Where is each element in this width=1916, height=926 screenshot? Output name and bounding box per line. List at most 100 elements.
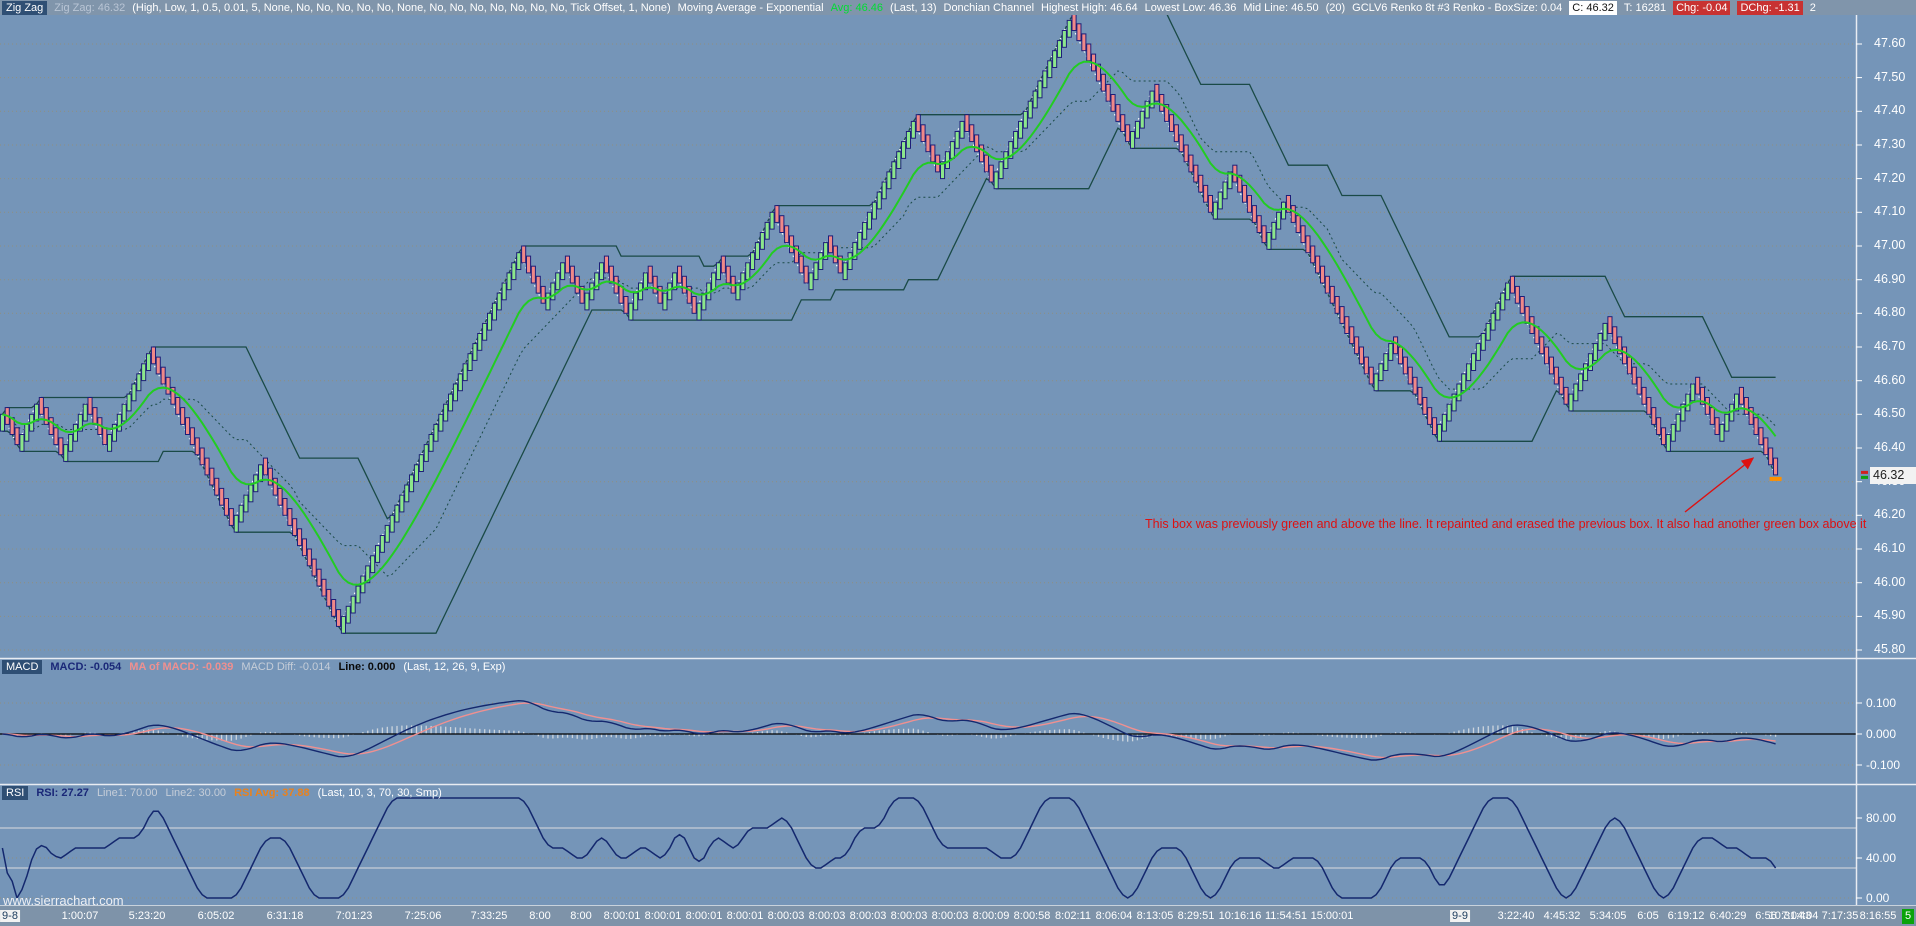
rsi-avg-value: RSI Avg: 37.88 [234,787,310,799]
time-axis-label: 8:00:03 [849,910,887,922]
time-axis-label: 6:56 [1755,910,1777,922]
time-axis-label: 8:13:05 [1136,910,1174,922]
time-axis-label: 8:00:03 [890,910,928,922]
rsi-value: RSI: 27.27 [36,787,89,799]
rsi-axis-label: 80.00 [1866,811,1897,825]
ma-avg-value: Avg: 46.46 [830,1,884,14]
macd-header-bar: MACD MACD: -0.054 MA of MACD: -0.039 MAC… [0,659,505,675]
time-axis-label: 8:29:51 [1177,910,1215,922]
study-zigzag[interactable]: Zig Zag [2,0,48,15]
donchian-highest-high: Highest High: 46.64 [1041,1,1138,14]
rsi-axis-label: 0.00 [1866,891,1890,905]
donchian-period: (20) [1325,1,1346,14]
time-axis-label: 8:06:04 [1095,910,1133,922]
time-axis-label: 8:00:01 [685,910,723,922]
donchian-mid-line: Mid Line: 46.50 [1243,1,1319,14]
price-axis-label: 47.40 [1874,103,1906,117]
macd-params: (Last, 12, 26, 9, Exp) [403,661,506,673]
macd-diff-value: MACD Diff: -0.014 [241,661,331,673]
time-axis-label: 8:00:03 [931,910,969,922]
time-axis-label: 6:40:29 [1709,910,1747,922]
time-axis-label: 8:16:55 [1859,910,1897,922]
time-axis-label: 3:22:40 [1497,910,1535,922]
rsi-header-bar: RSI RSI: 27.27 Line1: 70.00 Line2: 30.00… [0,785,442,801]
time-axis-label: 11:54:51 [1264,910,1308,922]
price-axis-label: 47.00 [1874,238,1906,252]
study-macd[interactable]: MACD [2,660,43,674]
time-axis-label: 7:04:04 [1781,910,1819,922]
time-axis-label: 7:25:06 [404,910,442,922]
macd-value: MACD: -0.054 [50,661,122,673]
time-axis-label: 8:00:03 [808,910,846,922]
study-donchian[interactable]: Donchian Channel [943,1,1035,14]
time-axis-label: 6:31:18 [266,910,304,922]
time-axis-label: 8:00:01 [726,910,764,922]
time-axis-label: 1:00:07 [61,910,99,922]
session-number-chip: 5 [1902,909,1915,924]
donchian-lowest-low: Lowest Low: 46.36 [1144,1,1237,14]
price-axis-label: 46.50 [1874,406,1906,420]
trade-count: T: 16281 [1623,1,1667,14]
price-axis-label: 45.90 [1874,608,1906,622]
macd-line-value: Line: 0.000 [338,661,396,673]
macd-axis-label: 0.000 [1866,727,1897,741]
time-axis-label: 8:00:01 [603,910,641,922]
rsi-line1-value: Line1: 70.00 [96,787,158,799]
studies-header-bar: Zig Zag Zig Zag: 46.32 (High, Low, 1, 0.… [0,0,1916,15]
ma-of-macd-value: MA of MACD: -0.039 [129,661,234,673]
price-axis-label: 46.70 [1874,339,1906,353]
rsi-line2-value: Line2: 30.00 [165,787,227,799]
time-axis-label: 4:45:32 [1543,910,1581,922]
time-axis-label: 9-8 [0,910,20,922]
price-axis-label: 46.40 [1874,440,1906,454]
macd-axis-label: 0.100 [1866,696,1897,710]
time-axis-label: 8:00:03 [767,910,805,922]
time-axis-label: 7:01:23 [335,910,373,922]
time-axis-label: 8:00 [570,910,592,922]
time-axis-label: 8:00:01 [644,910,682,922]
last-close-chip: C: 46.32 [1569,0,1617,15]
price-axis-label: 46.80 [1874,305,1906,319]
time-axis[interactable]: 9-8 1:00:07 5:23:20 6:05:02 6:31:18 7:01:23 7:… [0,905,1916,926]
time-axis-label: 15:00:01 [1310,910,1354,922]
time-axis-label: 9-9 [1450,910,1470,922]
change-chip: Chg: -0.04 [1673,0,1731,15]
price-axis-label: 45.80 [1874,642,1906,656]
header-suffix: 2 [1809,1,1816,14]
time-axis-label: 7:33:25 [470,910,508,922]
price-axis-label: 46.60 [1874,373,1906,387]
time-axis-label: 8:00:58 [1013,910,1051,922]
time-axis-label: 5:23:20 [128,910,166,922]
time-axis-label: 10:31:43 [1768,910,1812,922]
price-axis-label: 46.00 [1874,575,1906,589]
ma-params: (Last, 13) [890,1,937,14]
rsi-params: (Last, 10, 3, 70, 30, Smp) [317,787,442,799]
zigzag-value: Zig Zag: 46.32 [54,1,126,14]
symbol-info: GCLV6 Renko 8t #3 Renko - BoxSize: 0.04 [1352,1,1563,14]
price-axis-label: 47.60 [1874,36,1906,50]
time-axis-label: 6:05:02 [197,910,235,922]
time-axis-label: 6:05 [1637,910,1659,922]
price-axis-label: 47.30 [1874,137,1906,151]
daily-change-chip: DChg: -1.31 [1737,0,1803,15]
time-axis-label: 5:34:05 [1589,910,1627,922]
zigzag-params: (High, Low, 1, 0.5, 0.01, 5, None, No, N… [132,1,671,14]
time-axis-label: 10:16:16 [1218,910,1262,922]
time-axis-label: 6:19:12 [1667,910,1705,922]
time-axis-label: 8:02:11 [1055,910,1091,922]
price-axis-label: 47.20 [1874,171,1906,185]
price-axis-label: 46.10 [1874,541,1906,555]
study-rsi[interactable]: RSI [2,786,29,800]
rsi-axis-label: 40.00 [1866,851,1897,865]
study-moving-average[interactable]: Moving Average - Exponential [677,1,824,14]
user-annotation-text[interactable]: This box was previously green and above … [1145,517,1867,531]
price-axis-label: 46.20 [1874,507,1906,521]
time-axis-label: 8:00 [529,910,551,922]
sierrachart-watermark: www.sierrachart.com [3,893,124,908]
price-axis-label: 46.90 [1874,272,1906,286]
macd-axis-label: -0.100 [1866,758,1901,772]
price-axis-label: 47.10 [1874,204,1906,218]
time-axis-label: 7:17:35 [1821,910,1859,922]
